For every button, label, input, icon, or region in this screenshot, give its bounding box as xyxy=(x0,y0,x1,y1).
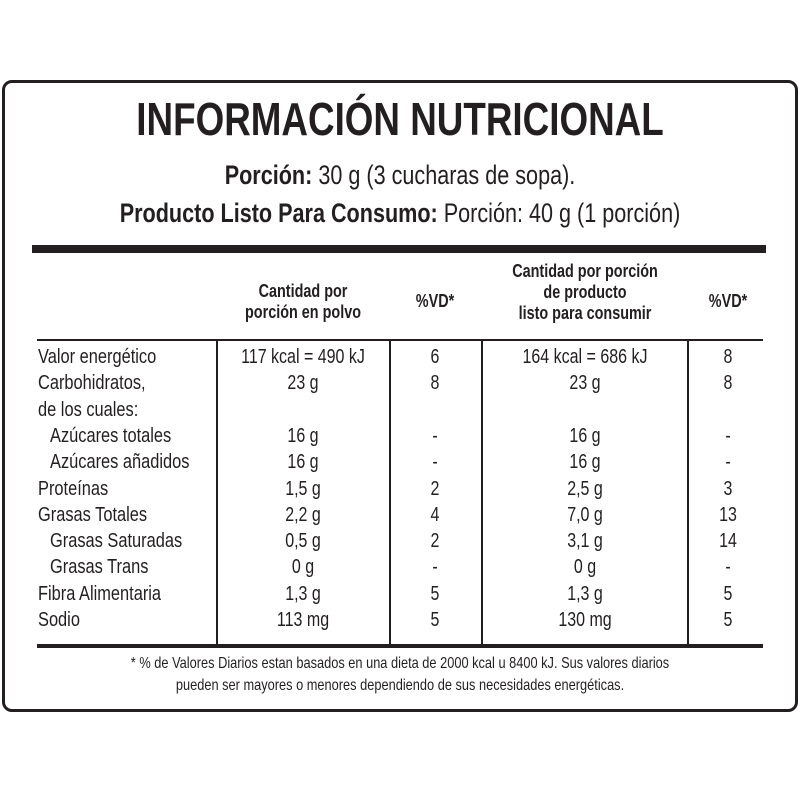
cell-powder-amount: 1,3 g xyxy=(285,582,321,605)
row-label: Azúcares totales xyxy=(50,424,172,447)
row-label: Carbohidratos, xyxy=(38,372,146,395)
cell-powder-amount: 23 g xyxy=(287,372,319,395)
cell-powder-amount: 2,2 g xyxy=(285,503,321,526)
cell-powder-amount: 117 kcal = 490 kJ xyxy=(241,346,365,368)
cell-powder-vd: - xyxy=(432,451,438,474)
cell-powder-amount: 1,5 g xyxy=(285,477,321,500)
ready-portion-label: Producto Listo Para Consumo: xyxy=(119,198,438,228)
cell-ready-vd: 3 xyxy=(723,477,733,500)
portion-label: Porción: xyxy=(224,160,313,190)
cell-ready-amount: 0 g xyxy=(573,556,597,579)
cell-ready-amount: 7,0 g xyxy=(567,503,603,526)
row-label: Valor energético xyxy=(38,346,157,368)
cell-ready-amount: 23 g xyxy=(569,372,601,395)
header-col3-line: Cantidad por porción xyxy=(512,261,658,281)
cell-ready-vd: 8 xyxy=(723,372,733,395)
table-bottom-divider xyxy=(37,644,763,648)
cell-ready-vd: 13 xyxy=(719,503,737,526)
column-divider xyxy=(481,340,483,646)
cell-powder-amount: 0,5 g xyxy=(285,530,321,553)
cell-ready-vd: - xyxy=(725,424,731,447)
cell-powder-vd: - xyxy=(432,424,438,447)
row-label: Grasas Saturadas xyxy=(50,530,183,553)
column-divider xyxy=(389,340,391,646)
thick-divider xyxy=(32,245,766,253)
footnote-line: pueden ser mayores o menores dependiendo… xyxy=(175,677,625,694)
cell-powder-vd: 5 xyxy=(430,609,440,631)
cell-powder-vd: 2 xyxy=(430,530,440,553)
label-title: INFORMACIÓN NUTRICIONAL xyxy=(136,93,664,145)
cell-powder-vd: 2 xyxy=(430,477,440,500)
column-divider xyxy=(687,340,689,646)
label-border xyxy=(2,80,798,712)
cell-powder-amount: 16 g xyxy=(287,451,319,474)
header-col4: %VD* xyxy=(708,291,748,311)
cell-ready-amount: 3,1 g xyxy=(567,530,603,553)
row-label: de los cuales: xyxy=(38,398,139,421)
column-divider xyxy=(216,340,218,646)
header-col3: Cantidad por porción de producto listo par… xyxy=(512,261,658,324)
ready-portion-value: Porción: 40 g (1 porción) xyxy=(443,198,681,228)
cell-ready-amount: 1,3 g xyxy=(567,582,603,605)
cell-powder-vd: 4 xyxy=(430,503,440,526)
header-divider xyxy=(37,339,763,341)
ready-portion-line: Producto Listo Para Consumo: Porción: 40… xyxy=(120,198,681,229)
footnote-line: * % de Valores Diarios estan basados en … xyxy=(130,655,670,672)
row-label: Sodio xyxy=(38,609,80,631)
cell-ready-vd: 5 xyxy=(723,609,733,631)
cell-powder-amount: 113 mg xyxy=(276,609,330,631)
cell-ready-vd: 14 xyxy=(719,530,737,553)
cell-ready-amount: 16 g xyxy=(569,424,601,447)
cell-powder-amount: 0 g xyxy=(291,556,315,579)
cell-powder-vd: 5 xyxy=(430,582,440,605)
cell-ready-vd: - xyxy=(725,451,731,474)
cell-ready-amount: 130 mg xyxy=(558,609,612,631)
header-col1-line: porción en polvo xyxy=(244,302,362,322)
header-col2: %VD* xyxy=(415,291,455,311)
cell-powder-vd: - xyxy=(432,556,438,579)
cell-powder-vd: 6 xyxy=(430,346,440,368)
row-label: Grasas Totales xyxy=(38,503,148,526)
portion-line: Porción: 30 g (3 cucharas de sopa). xyxy=(225,160,576,191)
header-col3-line: listo para consumir xyxy=(518,303,652,323)
cell-powder-amount: 16 g xyxy=(287,424,319,447)
cell-ready-vd: 5 xyxy=(723,582,733,605)
row-label: Proteínas xyxy=(38,477,109,500)
header-col3-line: de producto xyxy=(543,282,627,302)
row-label: Fibra Alimentaria xyxy=(38,582,162,605)
cell-ready-amount: 16 g xyxy=(569,451,601,474)
cell-ready-amount: 2,5 g xyxy=(567,477,603,500)
portion-value: 30 g (3 cucharas de sopa). xyxy=(318,160,576,190)
cell-ready-amount: 164 kcal = 686 kJ xyxy=(522,346,648,368)
header-col1-line: Cantidad por xyxy=(258,281,348,301)
cell-ready-vd: - xyxy=(725,556,731,579)
cell-powder-vd: 8 xyxy=(430,372,440,395)
cell-ready-vd: 8 xyxy=(723,346,733,368)
footnote: * % de Valores Diarios estan basados en … xyxy=(131,653,669,697)
header-col1: Cantidad por porción en polvo xyxy=(245,281,361,323)
row-label: Azúcares añadidos xyxy=(50,451,190,474)
row-label: Grasas Trans xyxy=(50,556,149,579)
